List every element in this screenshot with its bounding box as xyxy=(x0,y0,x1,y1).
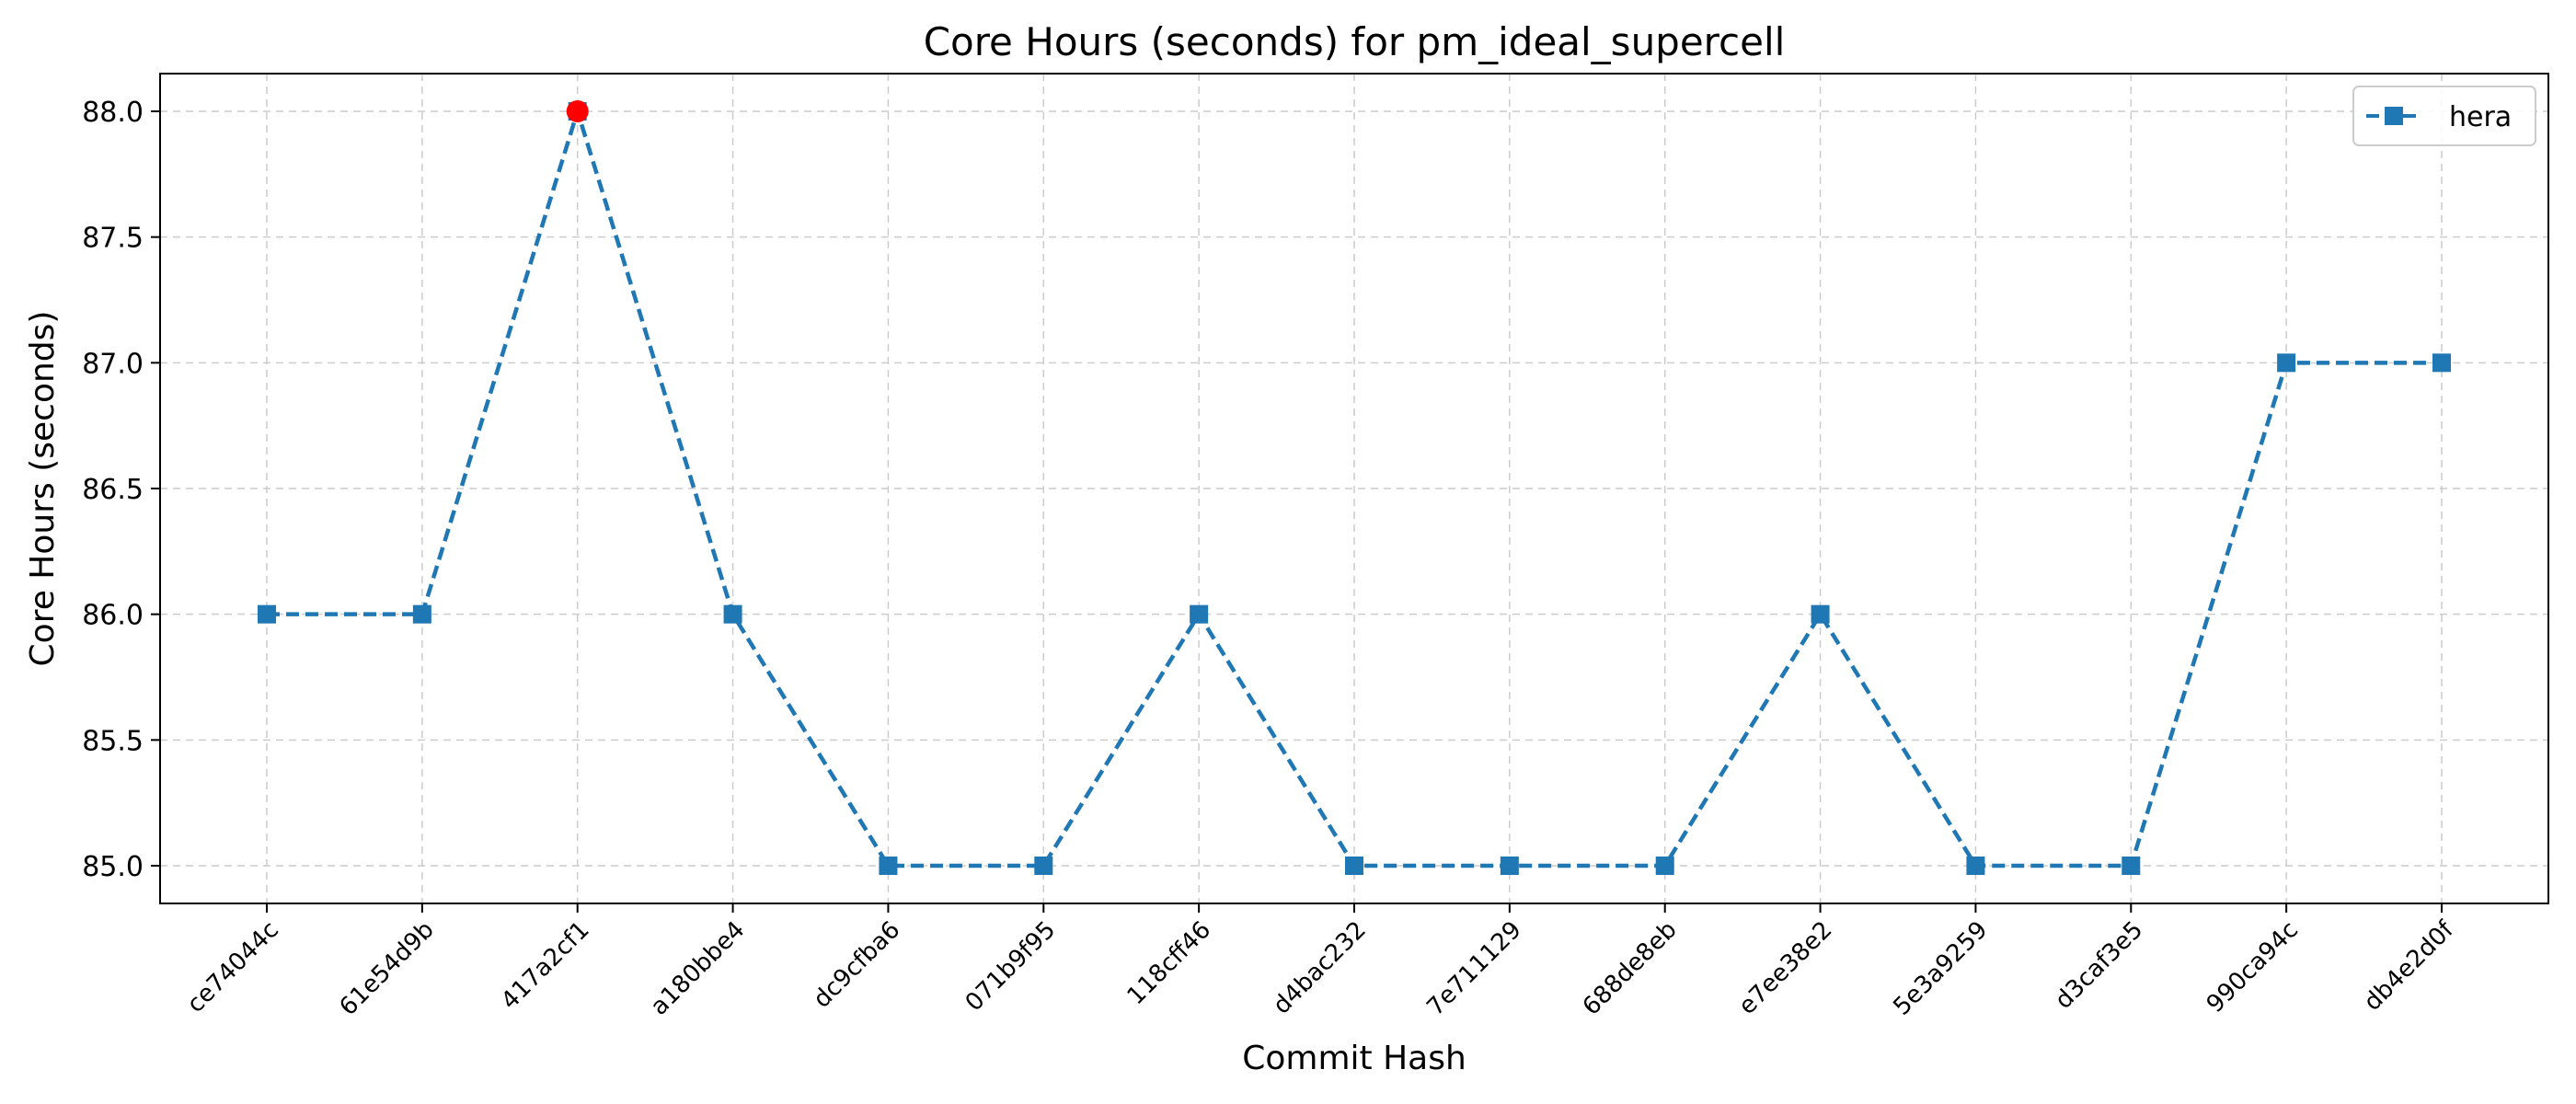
data-point-hera xyxy=(1500,857,1519,875)
y-tick-label: 87.0 xyxy=(82,348,144,380)
x-tick-label: ce74044c xyxy=(182,916,284,1018)
y-tick-label: 86.5 xyxy=(82,474,144,506)
data-point-hera xyxy=(1034,857,1053,875)
x-tick-label: d4bac232 xyxy=(1268,916,1372,1020)
y-tick-label: 86.0 xyxy=(82,600,144,632)
y-tick-label: 88.0 xyxy=(82,97,144,129)
legend-label-hera: hera xyxy=(2449,101,2512,133)
x-tick-label: 417a2cf1 xyxy=(496,916,595,1016)
y-axis-ticks: 85.0 85.5 86.0 86.5 87.0 87.5 88.0 xyxy=(82,97,160,883)
x-axis-label: Commit Hash xyxy=(1242,1040,1466,1077)
x-tick-label: 5e3a9259 xyxy=(1888,916,1993,1021)
data-point-hera xyxy=(2122,857,2141,875)
legend-box xyxy=(2352,86,2536,146)
data-point-hera xyxy=(1655,857,1674,875)
x-tick-label: a180bbe4 xyxy=(646,916,751,1021)
y-tick-label: 87.5 xyxy=(82,223,144,255)
data-point-hera xyxy=(1190,604,1209,624)
data-point-hera xyxy=(879,857,898,875)
x-axis-ticks: ce74044c 61e54d9b 417a2cf1 a180bbe4 dc9cfba6… xyxy=(182,903,2460,1021)
y-tick-label: 85.5 xyxy=(82,725,144,757)
x-tick-label: 61e54d9b xyxy=(334,916,439,1021)
highlight-layer xyxy=(566,100,589,122)
x-tick-label: dc9cfba6 xyxy=(808,916,905,1014)
data-point-hera xyxy=(1966,857,1985,875)
x-tick-label: 071b9f95 xyxy=(960,916,1062,1018)
series-hera xyxy=(258,102,2451,875)
x-tick-label: 7e711129 xyxy=(1421,916,1526,1021)
y-tick-label: 85.0 xyxy=(82,851,144,883)
data-point-hera xyxy=(2277,353,2296,373)
data-point-hera xyxy=(258,604,276,624)
legend: hera xyxy=(2352,86,2536,146)
chart-title: Core Hours (seconds) for pm_ideal_superc… xyxy=(924,19,1786,64)
x-tick-label: 688de8eb xyxy=(1578,916,1683,1021)
x-tick-label: e7ee38e2 xyxy=(1733,916,1837,1020)
data-point-hera xyxy=(723,604,742,624)
x-tick-label: d3caf3e5 xyxy=(2050,916,2148,1015)
y-axis-label: Core Hours (seconds) xyxy=(24,311,62,667)
data-point-hera xyxy=(1811,604,1830,624)
grid xyxy=(160,74,2548,903)
x-tick-label: db4e2d0f xyxy=(2359,915,2460,1017)
data-point-hera xyxy=(2432,353,2451,373)
highlight-point xyxy=(566,100,589,122)
data-point-hera xyxy=(412,604,431,624)
x-tick-label: 118cff46 xyxy=(1122,916,1216,1010)
data-point-hera xyxy=(1345,857,1363,875)
legend-marker-swatch xyxy=(2385,107,2403,125)
x-tick-label: 990ca94c xyxy=(2202,916,2304,1018)
